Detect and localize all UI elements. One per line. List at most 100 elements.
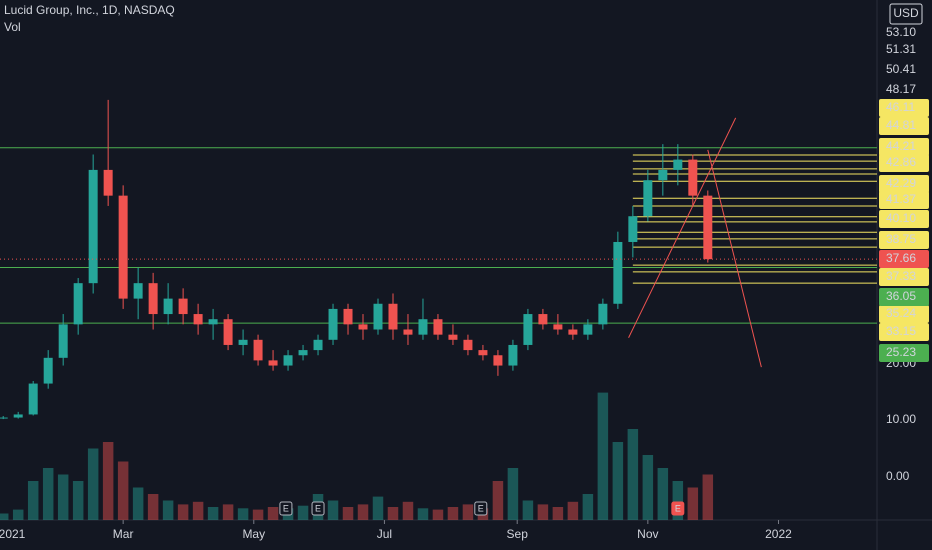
trend-line: [707, 149, 762, 368]
candle-body: [523, 314, 533, 345]
earnings-marker: [279, 501, 293, 516]
volume-bar: [162, 500, 174, 520]
volume-bar: [507, 468, 519, 520]
candle-body: [673, 159, 683, 170]
volume-bar: [117, 461, 129, 520]
price-scale-label: 48.17: [886, 82, 916, 96]
price-badge: [879, 344, 929, 362]
candle-body: [268, 360, 278, 366]
price-badge-label: 37.66: [886, 251, 916, 265]
earnings-label: E: [675, 503, 681, 513]
chart-title: Lucid Group, Inc., 1D, NASDAQ: [4, 3, 175, 17]
price-badge-label: 25.23: [886, 345, 916, 359]
volume-bar: [87, 448, 99, 520]
price-scale-label: 42.29: [886, 176, 916, 190]
earnings-marker: [671, 501, 685, 516]
candle-body: [13, 414, 23, 418]
price-badge: [879, 250, 929, 268]
earnings-label: E: [283, 503, 289, 513]
candle-body: [643, 180, 653, 217]
x-tick-label: May: [242, 527, 265, 541]
candle-body: [178, 298, 188, 315]
price-scale-label: 41.37: [886, 192, 916, 206]
volume-bar: [552, 507, 564, 520]
fib-label-bg: [879, 138, 929, 156]
candle-body: [358, 324, 368, 330]
volume-bar: [222, 504, 234, 520]
volume-bar: [702, 474, 714, 520]
volume-bar: [192, 501, 204, 520]
price-scale-label: 35.24: [886, 306, 916, 320]
price-badge-label: 36.05: [886, 289, 916, 303]
price-scale-label: 42.86: [886, 155, 916, 169]
price-scale-label: 46.11: [886, 100, 915, 114]
volume-bar: [627, 429, 639, 520]
price-badge: [879, 288, 929, 306]
volume-bar: [72, 481, 84, 520]
volume-bar: [567, 501, 579, 520]
candle-body: [148, 283, 158, 315]
candle-body: [133, 283, 143, 299]
fib-label-bg: [879, 117, 929, 135]
candle-body: [538, 314, 548, 325]
candle-body: [628, 216, 638, 242]
currency-box[interactable]: [889, 3, 923, 25]
volume-bar: [57, 474, 69, 520]
volume-bar: [327, 500, 339, 520]
candle-body: [0, 417, 8, 419]
candle-body: [328, 308, 338, 340]
candle-body: [313, 339, 323, 351]
fib-label-bg: [879, 191, 929, 209]
volume-bar: [522, 500, 534, 520]
volume-bar: [642, 455, 654, 520]
candle-body: [478, 350, 488, 356]
volume-bar: [612, 442, 624, 520]
candle-body: [583, 324, 593, 335]
volume-bar: [342, 507, 354, 520]
volume-bar: [42, 468, 54, 520]
fib-label-bg: [879, 154, 929, 172]
candle-body: [493, 355, 503, 366]
candle-body: [298, 350, 308, 356]
fib-label-bg: [879, 99, 929, 117]
candle-body: [118, 195, 128, 299]
volume-bar: [387, 507, 399, 520]
price-scale-label: 44.81: [886, 118, 916, 132]
volume-bar: [432, 509, 444, 520]
candle-body: [163, 298, 173, 315]
volume-bar: [372, 496, 384, 520]
candle-body: [223, 319, 233, 345]
candle-body: [433, 319, 443, 335]
volume-bar: [147, 494, 159, 520]
x-tick-label: 2022: [765, 527, 792, 541]
candle-body: [58, 324, 68, 358]
candle-body: [658, 169, 668, 181]
candle-body: [703, 195, 713, 260]
volume-bar: [252, 509, 264, 520]
candle-body: [103, 169, 113, 196]
fib-label-bg: [879, 268, 929, 286]
volume-bar: [597, 392, 609, 520]
volume-bar: [417, 508, 429, 520]
fib-label-bg: [879, 323, 929, 341]
earnings-label: E: [315, 503, 321, 513]
volume-bar: [267, 507, 279, 520]
price-scale-label: 51.31: [886, 42, 916, 56]
candle-body: [28, 383, 38, 415]
candle-body: [418, 319, 428, 335]
candle-body: [448, 334, 458, 340]
price-scale-label: 0.00: [886, 469, 910, 483]
volume-bar: [537, 504, 549, 520]
x-tick-label: 2021: [0, 527, 26, 541]
price-scale-label: 37.33: [886, 269, 916, 283]
volume-bar: [132, 487, 144, 520]
candle-body: [253, 339, 263, 361]
candle-body: [613, 241, 623, 304]
volume-bar: [462, 504, 474, 520]
price-scale-label: 38.75: [886, 232, 916, 246]
fib-label-bg: [879, 175, 929, 193]
volume-bar: [657, 468, 669, 520]
currency[interactable]: USD: [893, 6, 919, 20]
